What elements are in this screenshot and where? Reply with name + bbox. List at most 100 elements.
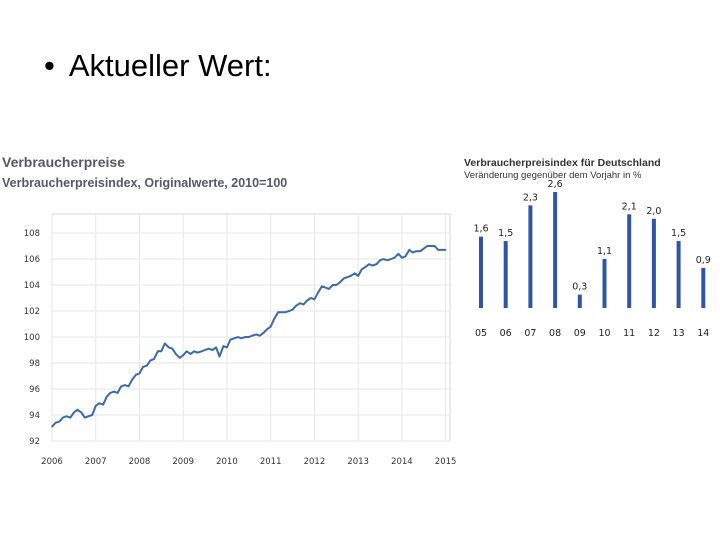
data-point	[124, 384, 126, 386]
data-point	[346, 276, 349, 278]
bar-value-label: 0,3	[572, 282, 587, 293]
x-tick-label: 2010	[216, 457, 238, 467]
y-tick-label: 102	[24, 307, 40, 317]
data-point	[430, 245, 433, 247]
data-point	[360, 268, 363, 271]
data-point	[390, 258, 392, 260]
data-point	[98, 402, 100, 405]
data-point	[444, 249, 447, 251]
slide-title: • Aktueller Wert:	[44, 48, 272, 84]
data-point	[62, 416, 64, 419]
bar	[479, 236, 483, 308]
data-point	[357, 275, 360, 277]
bar-value-label: 2,6	[548, 179, 563, 190]
data-point	[76, 409, 79, 411]
data-point	[207, 347, 210, 350]
bar	[676, 241, 681, 308]
bar-chart-title: Verbraucherpreisindex für Deutschland	[464, 157, 661, 169]
bar-category-label: 08	[549, 328, 561, 339]
bar	[602, 258, 607, 308]
bar-chart-canvas: 1,6 05 1,5 06 2,3 07 2,6 08 0,3 09 1,1 10 2,1 11 2,0 12…	[473, 179, 711, 339]
data-point	[382, 258, 385, 260]
data-point	[423, 247, 425, 250]
data-point	[135, 373, 137, 376]
bar-category-label: 06	[500, 328, 512, 339]
y-tick-label: 94	[29, 411, 40, 421]
data-point	[302, 303, 305, 306]
data-point	[109, 392, 111, 394]
x-tick-label: 2009	[172, 457, 194, 467]
data-point	[105, 396, 108, 398]
cpi-bar-chart: 1,6 05 1,5 06 2,3 07 2,6 08 0,3 09 1,1 10 2,1 11 2,0 12…	[460, 148, 720, 348]
data-point	[386, 259, 389, 262]
line-chart-subtitle: Verbraucherpreisindex, Originalwerte, 20…	[2, 176, 288, 190]
bar-value-label: 0,9	[696, 255, 711, 266]
data-point	[131, 379, 133, 381]
data-point	[284, 311, 286, 314]
x-tick-label: 2008	[129, 457, 151, 467]
data-point	[204, 349, 206, 351]
data-point	[160, 350, 163, 353]
bar	[528, 205, 533, 308]
x-tick-label: 2015	[435, 457, 457, 467]
data-point	[379, 259, 381, 262]
y-tick-label: 108	[24, 229, 40, 239]
data-point	[196, 351, 199, 354]
y-tick-label: 104	[24, 281, 40, 291]
data-point	[426, 245, 429, 247]
y-tick-label: 98	[29, 359, 40, 369]
data-point	[332, 284, 334, 286]
data-point	[401, 256, 403, 259]
data-point	[364, 266, 367, 268]
data-point	[262, 332, 265, 334]
data-point	[310, 297, 312, 299]
data-point	[120, 385, 122, 388]
data-point	[353, 272, 356, 275]
data-point	[393, 256, 396, 259]
bar-value-label: 2,0	[646, 206, 661, 217]
data-point	[65, 415, 68, 418]
data-point	[182, 354, 184, 356]
data-point	[342, 277, 345, 280]
data-point	[306, 299, 308, 302]
data-point	[142, 366, 144, 368]
data-point	[54, 422, 57, 424]
x-tick-label: 2013	[347, 457, 369, 467]
data-point	[215, 346, 217, 349]
data-point	[404, 255, 407, 258]
data-point	[419, 250, 422, 252]
data-point	[269, 325, 272, 328]
x-tick-label: 2006	[41, 457, 63, 467]
data-point	[233, 337, 236, 340]
data-point	[189, 353, 192, 355]
data-point	[339, 281, 341, 284]
x-tick-label: 2011	[260, 457, 282, 467]
bar-value-label: 1,1	[597, 246, 612, 257]
data-point	[237, 336, 239, 338]
bar-category-label: 05	[475, 328, 487, 339]
data-point	[116, 392, 119, 394]
bar	[577, 294, 582, 308]
data-point	[168, 346, 170, 349]
x-tick-label: 2014	[391, 457, 413, 467]
bar-category-label: 14	[697, 328, 709, 339]
bar-category-label: 09	[574, 328, 586, 339]
y-tick-label: 100	[24, 333, 40, 343]
data-point	[80, 411, 83, 414]
bar	[627, 214, 632, 308]
data-point	[291, 308, 294, 311]
bar-category-label: 10	[598, 328, 610, 339]
bar-value-label: 1,5	[498, 228, 513, 239]
data-point	[51, 425, 53, 428]
data-point	[211, 349, 214, 351]
bar	[701, 267, 706, 308]
data-point	[433, 245, 436, 247]
data-point	[58, 420, 61, 423]
data-point	[248, 336, 250, 338]
bar-value-label: 2,1	[622, 201, 637, 212]
data-point	[84, 416, 86, 419]
bar-category-label: 12	[648, 328, 660, 339]
cpi-line-chart: 92 94 96 98 100 102 104 106 108 2006 2007 2008 2009 2…	[0, 148, 470, 478]
data-point	[266, 328, 269, 330]
data-point	[73, 411, 75, 414]
